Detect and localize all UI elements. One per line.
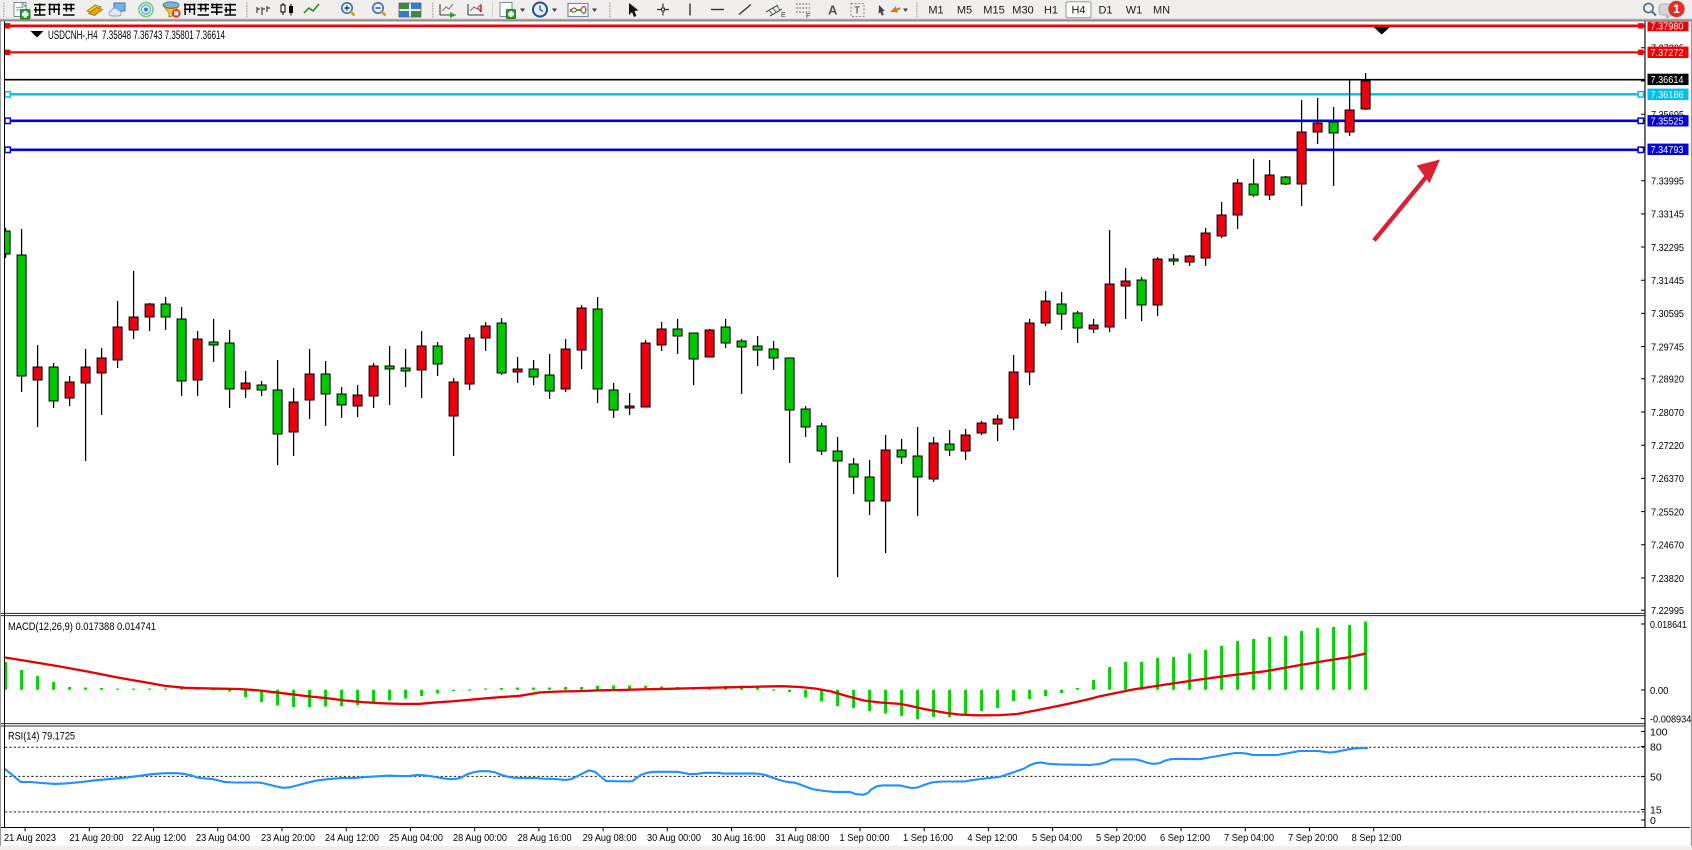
svg-text:H1: H1 xyxy=(1044,4,1058,16)
svg-text:MACD(12,26,9) 0.017388 0.01474: MACD(12,26,9) 0.017388 0.014741 xyxy=(8,621,156,633)
svg-text:7.32295: 7.32295 xyxy=(1651,242,1684,254)
svg-text:7.37272: 7.37272 xyxy=(1651,47,1684,59)
svg-text:15: 15 xyxy=(1650,804,1662,816)
svg-text:21 Aug 2023: 21 Aug 2023 xyxy=(4,832,56,844)
svg-text:23 Aug 04:00: 23 Aug 04:00 xyxy=(196,832,250,844)
svg-text:7.35525: 7.35525 xyxy=(1651,116,1684,128)
svg-text:7.24670: 7.24670 xyxy=(1651,540,1684,552)
svg-text:28 Aug 00:00: 28 Aug 00:00 xyxy=(453,832,507,844)
svg-text:A: A xyxy=(828,3,838,18)
svg-text:USDCNH-,H4 7.35848 7.36743 7.: USDCNH-,H4 7.35848 7.36743 7.35801 7.366… xyxy=(48,28,225,42)
svg-text:7.34793: 7.34793 xyxy=(1651,144,1684,156)
svg-text:30 Aug 16:00: 30 Aug 16:00 xyxy=(712,832,766,844)
svg-text:7.26370: 7.26370 xyxy=(1651,473,1684,485)
svg-text:F: F xyxy=(806,13,810,20)
svg-text:4 Sep 12:00: 4 Sep 12:00 xyxy=(967,832,1017,844)
svg-text:7 Sep 04:00: 7 Sep 04:00 xyxy=(1224,832,1274,844)
svg-text:7 Sep 20:00: 7 Sep 20:00 xyxy=(1288,832,1338,844)
svg-text:100: 100 xyxy=(1650,726,1668,738)
svg-text:23 Aug 20:00: 23 Aug 20:00 xyxy=(261,832,315,844)
svg-text:1 Sep 00:00: 1 Sep 00:00 xyxy=(840,832,890,844)
svg-text:29 Aug 08:00: 29 Aug 08:00 xyxy=(583,832,637,844)
svg-text:21 Aug 20:00: 21 Aug 20:00 xyxy=(70,832,124,844)
svg-text:M15: M15 xyxy=(983,4,1004,16)
svg-text:7.30595: 7.30595 xyxy=(1651,308,1684,320)
svg-text:M30: M30 xyxy=(1012,4,1033,16)
svg-text:7.22995: 7.22995 xyxy=(1651,605,1684,617)
svg-text:0.00: 0.00 xyxy=(1650,685,1669,697)
svg-text:MN: MN xyxy=(1153,4,1170,16)
svg-text:22 Aug 12:00: 22 Aug 12:00 xyxy=(132,832,186,844)
svg-text:0: 0 xyxy=(1650,815,1656,827)
svg-text:30 Aug 00:00: 30 Aug 00:00 xyxy=(647,832,701,844)
svg-text:7.33145: 7.33145 xyxy=(1651,209,1684,221)
svg-text:-0.008934: -0.008934 xyxy=(1650,713,1692,725)
svg-text:5 Sep 04:00: 5 Sep 04:00 xyxy=(1032,832,1082,844)
svg-text:M1: M1 xyxy=(928,4,943,16)
svg-text:H4: H4 xyxy=(1071,4,1085,16)
svg-text:RSI(14) 79.1725: RSI(14) 79.1725 xyxy=(8,731,75,743)
svg-text:0.018641: 0.018641 xyxy=(1650,619,1687,631)
svg-text:T: T xyxy=(854,6,860,17)
svg-text:50: 50 xyxy=(1650,771,1662,783)
svg-text:7.31445: 7.31445 xyxy=(1651,275,1684,287)
svg-text:1: 1 xyxy=(1673,2,1680,16)
svg-text:D1: D1 xyxy=(1098,4,1112,16)
svg-text:8 Sep 12:00: 8 Sep 12:00 xyxy=(1352,832,1402,844)
svg-text:25 Aug 04:00: 25 Aug 04:00 xyxy=(389,832,443,844)
svg-text:W1: W1 xyxy=(1126,4,1143,16)
svg-text:7.33995: 7.33995 xyxy=(1651,176,1684,188)
svg-text:80: 80 xyxy=(1650,741,1662,753)
svg-text:7.37980: 7.37980 xyxy=(1651,20,1684,32)
svg-text:7.27220: 7.27220 xyxy=(1651,440,1684,452)
svg-text:31 Aug 08:00: 31 Aug 08:00 xyxy=(775,832,829,844)
svg-text:7.23820: 7.23820 xyxy=(1651,573,1684,585)
svg-text:E: E xyxy=(781,12,786,19)
svg-text:24 Aug 12:00: 24 Aug 12:00 xyxy=(325,832,379,844)
svg-text:7.29745: 7.29745 xyxy=(1651,341,1684,353)
svg-text:7.28920: 7.28920 xyxy=(1651,374,1684,386)
svg-text:5 Sep 20:00: 5 Sep 20:00 xyxy=(1096,832,1146,844)
svg-text:1 Sep 16:00: 1 Sep 16:00 xyxy=(903,832,953,844)
svg-text:6 Sep 12:00: 6 Sep 12:00 xyxy=(1160,832,1210,844)
svg-text:7.28070: 7.28070 xyxy=(1651,407,1684,419)
svg-text:7.36186: 7.36186 xyxy=(1651,89,1684,101)
svg-text:M5: M5 xyxy=(957,4,972,16)
svg-text:28 Aug 16:00: 28 Aug 16:00 xyxy=(518,832,572,844)
svg-text:7.25520: 7.25520 xyxy=(1651,506,1684,518)
svg-text:7.36614: 7.36614 xyxy=(1651,74,1684,86)
